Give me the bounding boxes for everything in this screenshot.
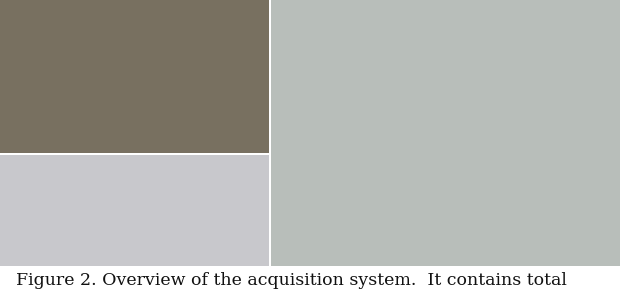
Text: Figure 2. Overview of the acquisition system.  It contains total: Figure 2. Overview of the acquisition sy… <box>16 272 567 289</box>
